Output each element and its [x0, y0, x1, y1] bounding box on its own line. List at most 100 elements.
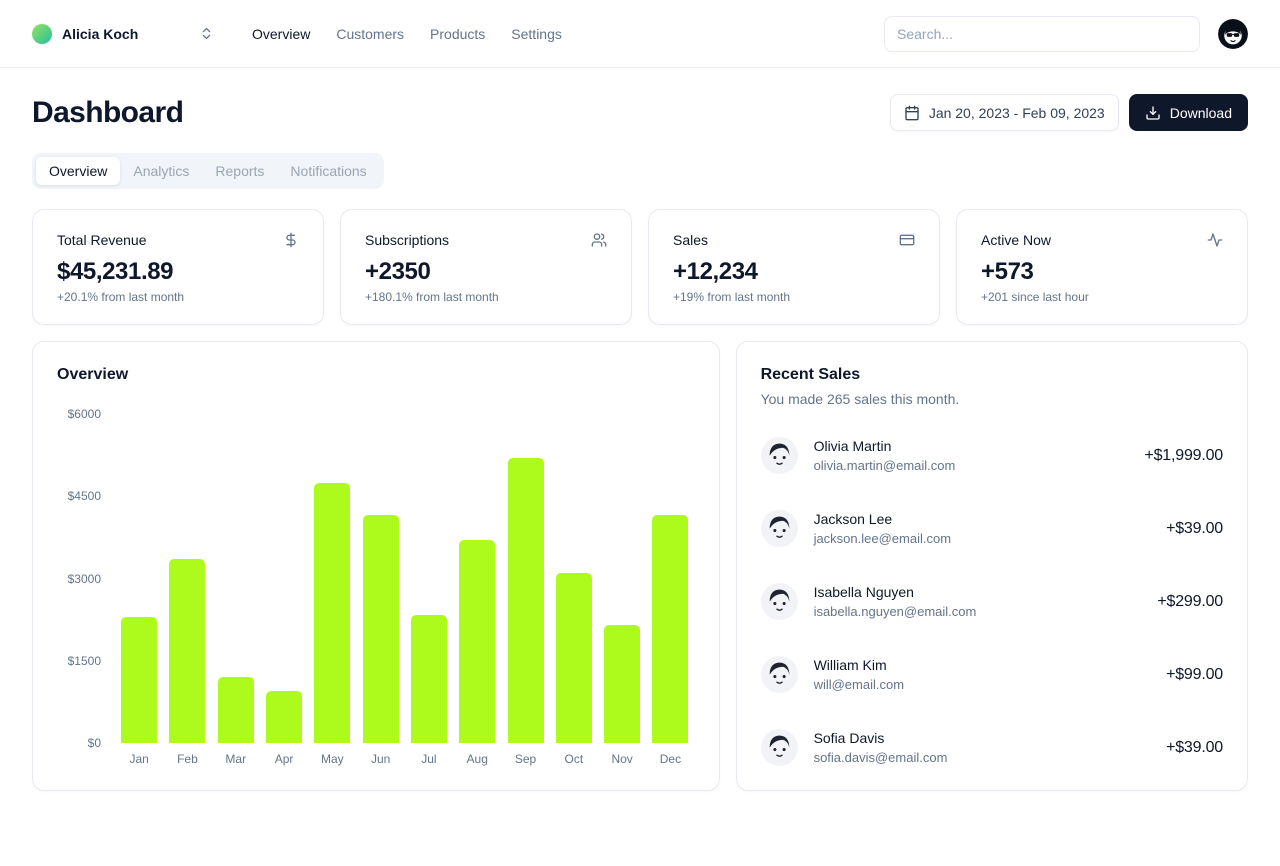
- customer-email: jackson.lee@email.com: [813, 531, 952, 546]
- dollar-icon: [283, 232, 299, 248]
- bar-column: [163, 414, 211, 743]
- bar[interactable]: [410, 615, 447, 743]
- x-axis-tick: Jul: [421, 752, 437, 766]
- search-input[interactable]: [884, 15, 1200, 52]
- customer-name: Olivia Martin: [813, 438, 892, 454]
- chart-plot-area: Jan Feb Mar Apr May Jun Jul Aug Sep Oct Nov Dec: [115, 414, 695, 766]
- stat-change: +19% from last month: [673, 290, 791, 304]
- team-switcher[interactable]: Alicia Koch: [32, 23, 214, 44]
- x-axis-tick: Apr: [274, 752, 294, 766]
- bar-column: [115, 414, 163, 743]
- bar-column: [405, 414, 453, 743]
- nav-link[interactable]: Products: [430, 25, 486, 42]
- users-icon: [591, 232, 607, 248]
- y-axis-tick: $1500: [67, 653, 101, 668]
- bar[interactable]: [169, 559, 206, 743]
- bar-chart: $6000 $4500 $3000 $1500 $0: [57, 407, 695, 766]
- date-range-label: Jan 20, 2023 - Feb 09, 2023: [928, 104, 1105, 121]
- activity-icon: [1207, 232, 1223, 248]
- recent-sales-list: Olivia Martin olivia.martin@email.com +$…: [760, 437, 1223, 766]
- bar-column: [212, 414, 260, 743]
- stat-card: Sales +12,234 +19% from last month: [648, 209, 940, 325]
- stat-card: Total Revenue $45,231.89 +20.1% from las…: [32, 209, 324, 325]
- customer-name: William Kim: [813, 657, 887, 673]
- tab[interactable]: Notifications: [277, 157, 379, 185]
- bar-column: [501, 414, 549, 743]
- customer-avatar: [760, 510, 798, 547]
- x-axis-tick: Oct: [564, 752, 584, 766]
- customer-name: Sofia Davis: [813, 730, 885, 746]
- stat-title: Total Revenue: [57, 232, 147, 248]
- bar[interactable]: [459, 540, 496, 743]
- download-button[interactable]: Download: [1128, 94, 1248, 131]
- main-nav: Overview Customers Products Settings: [252, 26, 562, 42]
- customer-avatar: [760, 656, 798, 693]
- tab[interactable]: Reports: [202, 157, 277, 185]
- customer-avatar: [760, 583, 798, 620]
- bar[interactable]: [217, 677, 254, 743]
- stat-value: +2350: [365, 258, 431, 285]
- bar[interactable]: [507, 457, 544, 743]
- sale-amount: +$1,999.00: [1144, 446, 1223, 464]
- bar[interactable]: [604, 625, 641, 743]
- top-navigation-bar: Alicia Koch Overview Customers Products Set…: [0, 0, 1280, 68]
- bar[interactable]: [652, 515, 689, 743]
- credit-card-icon: [899, 232, 915, 248]
- tab[interactable]: Analytics: [120, 157, 202, 185]
- sale-amount: +$299.00: [1157, 592, 1223, 610]
- bar-column: [550, 414, 598, 743]
- bar[interactable]: [555, 573, 592, 743]
- stat-title: Subscriptions: [365, 232, 450, 248]
- customer-avatar-illustration: [769, 662, 789, 684]
- bar[interactable]: [314, 482, 351, 743]
- y-axis-tick: $4500: [67, 489, 101, 504]
- stat-card: Active Now +573 +201 since last hour: [956, 209, 1248, 325]
- customer-avatar-illustration: [769, 589, 789, 611]
- y-axis-tick: $6000: [67, 407, 101, 421]
- x-axis-tick: Dec: [659, 752, 682, 766]
- customer-email: sofia.davis@email.com: [813, 750, 948, 765]
- tab[interactable]: Overview: [36, 157, 121, 185]
- nav-link[interactable]: Customers: [336, 25, 405, 42]
- stats-grid: Total Revenue $45,231.89 +20.1% from las…: [32, 209, 1248, 325]
- stat-change: +20.1% from last month: [57, 290, 185, 304]
- download-label: Download: [1169, 104, 1232, 121]
- sale-list-item: Olivia Martin olivia.martin@email.com +$…: [760, 437, 1223, 474]
- page-title: Dashboard: [32, 95, 184, 129]
- date-range-picker[interactable]: Jan 20, 2023 - Feb 09, 2023: [889, 94, 1119, 131]
- bar-column: [598, 414, 646, 743]
- nav-link[interactable]: Settings: [511, 25, 562, 42]
- calendar-icon: [904, 105, 920, 121]
- overview-chart-card: Overview $6000 $4500 $3000 $1500 $0: [32, 341, 720, 791]
- page-header: Dashboard Jan 20, 2023 - Feb 09, 2023 Do…: [32, 94, 1248, 131]
- stat-change: +201 since last hour: [981, 290, 1089, 304]
- sale-list-item: William Kim will@email.com +$99.00: [760, 656, 1223, 693]
- customer-email: olivia.martin@email.com: [813, 458, 956, 473]
- customer-avatar-illustration: [769, 516, 789, 538]
- bar-column: [308, 414, 356, 743]
- x-axis-tick: Jan: [129, 752, 149, 766]
- customer-avatar-illustration: [769, 735, 789, 757]
- chart-x-axis: Jan Feb Mar Apr May Jun Jul Aug Sep Oct Nov Dec: [115, 752, 695, 766]
- x-axis-tick: Sep: [514, 752, 537, 766]
- bar[interactable]: [362, 515, 399, 743]
- nav-link[interactable]: Overview: [252, 25, 311, 42]
- bar-column: [356, 414, 404, 743]
- x-axis-tick: Nov: [611, 752, 633, 766]
- customer-avatar: [760, 729, 798, 766]
- customer-email: isabella.nguyen@email.com: [813, 604, 977, 619]
- bar[interactable]: [121, 616, 158, 743]
- sale-amount: +$39.00: [1166, 519, 1223, 537]
- customer-name: Isabella Nguyen: [813, 584, 914, 600]
- header-actions: Jan 20, 2023 - Feb 09, 2023 Download: [889, 94, 1248, 131]
- team-logo-icon: [32, 23, 52, 44]
- recent-sales-title: Recent Sales: [760, 366, 861, 383]
- recent-sales-card: Recent Sales You made 265 sales this mon…: [735, 341, 1248, 791]
- chart-title: Overview: [57, 366, 129, 383]
- x-axis-tick: Aug: [466, 752, 488, 766]
- user-avatar[interactable]: [1218, 18, 1248, 49]
- bar-column: [453, 414, 501, 743]
- bar[interactable]: [266, 690, 303, 743]
- main-content: Dashboard Jan 20, 2023 - Feb 09, 2023 Do…: [0, 68, 1280, 791]
- chevrons-up-down-icon: [199, 26, 214, 41]
